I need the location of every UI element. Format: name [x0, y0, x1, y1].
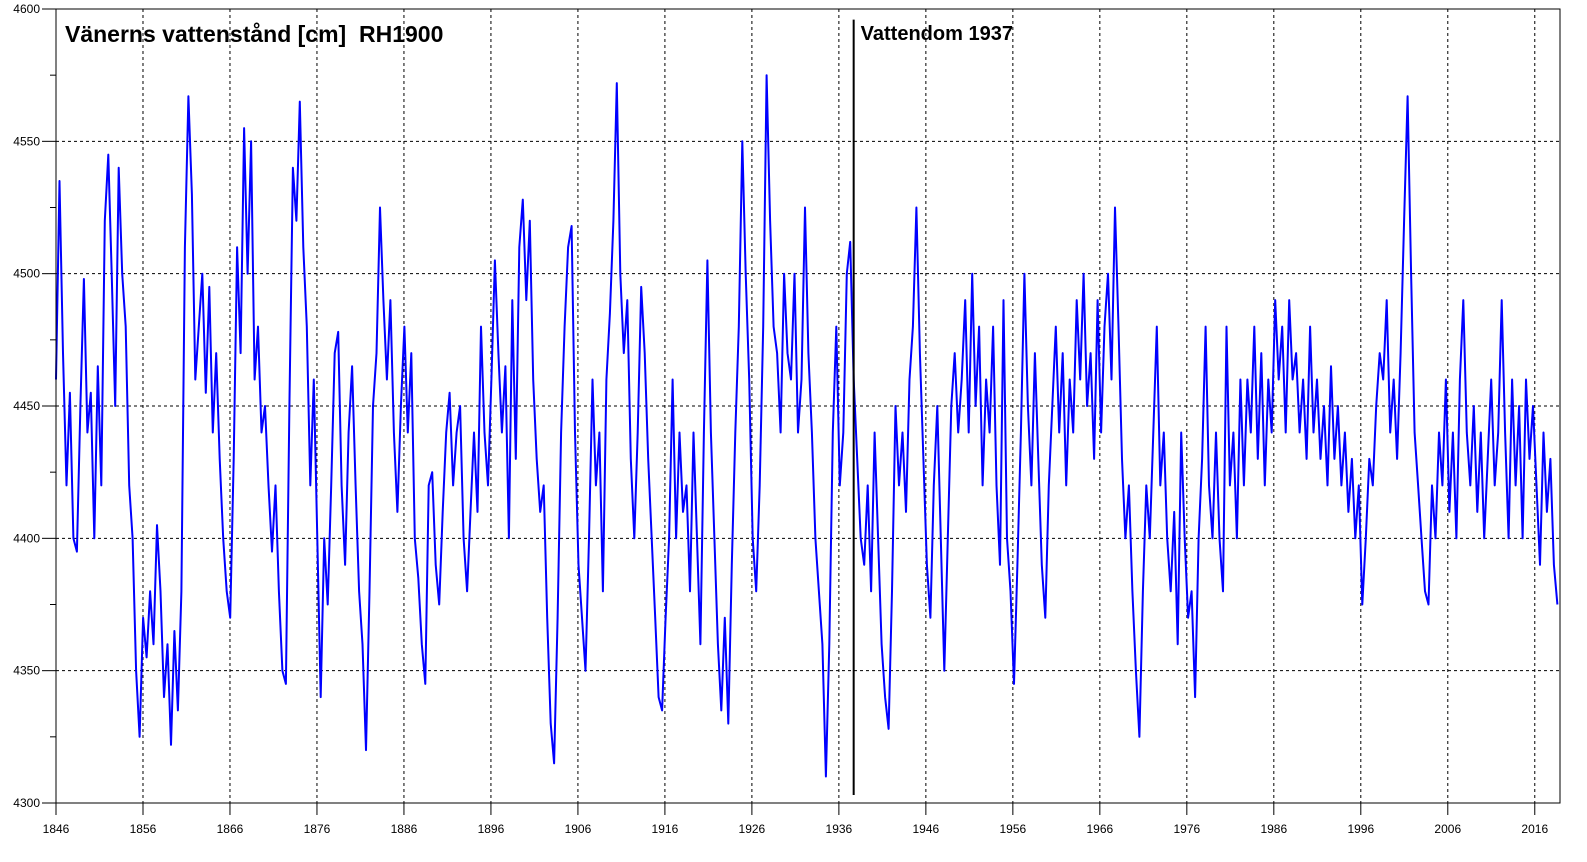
x-tick-label: 1936 — [826, 822, 853, 836]
water-level-line — [55, 74, 1559, 778]
x-tick-label: 1886 — [391, 822, 418, 836]
x-tick-label: 1906 — [565, 822, 592, 836]
x-tick-label: 1946 — [913, 822, 940, 836]
y-tick-label: 4450 — [13, 399, 40, 413]
y-tick-label: 4500 — [13, 267, 40, 281]
plot-frame — [55, 8, 1561, 804]
y-tick-label: 4600 — [13, 2, 40, 16]
x-tick-label: 1926 — [739, 822, 766, 836]
x-tick-label: 1916 — [652, 822, 679, 836]
grid — [56, 9, 1560, 803]
x-tick-label: 1996 — [1347, 822, 1374, 836]
y-tick-label: 4400 — [13, 531, 40, 545]
y-tick-label: 4550 — [13, 134, 40, 148]
x-tick-label: 2006 — [1434, 822, 1461, 836]
annotation-label-vattendom: Vattendom 1937 — [861, 23, 1013, 45]
x-axis: 1846 1856 1866 1876 1886 1896 1906 1916 1926 1936… — [43, 803, 1548, 836]
x-tick-label: 1986 — [1260, 822, 1287, 836]
chart-title: Vänerns vattenstånd [cm] RH1900 — [65, 21, 443, 47]
x-tick-label: 1956 — [1000, 822, 1027, 836]
x-tick-label: 1856 — [130, 822, 157, 836]
x-tick-label: 1976 — [1173, 822, 1200, 836]
x-tick-label: 1876 — [304, 822, 331, 836]
x-tick-label: 1846 — [43, 822, 70, 836]
x-tick-label: 2016 — [1521, 822, 1548, 836]
y-axis: 4300 4350 4400 4450 4500 4550 4600 — [13, 2, 56, 810]
x-tick-label: 1896 — [478, 822, 505, 836]
y-tick-label: 4300 — [13, 796, 40, 810]
y-tick-label: 4350 — [13, 664, 40, 678]
x-tick-label: 1966 — [1086, 822, 1113, 836]
x-tick-label: 1866 — [217, 822, 244, 836]
